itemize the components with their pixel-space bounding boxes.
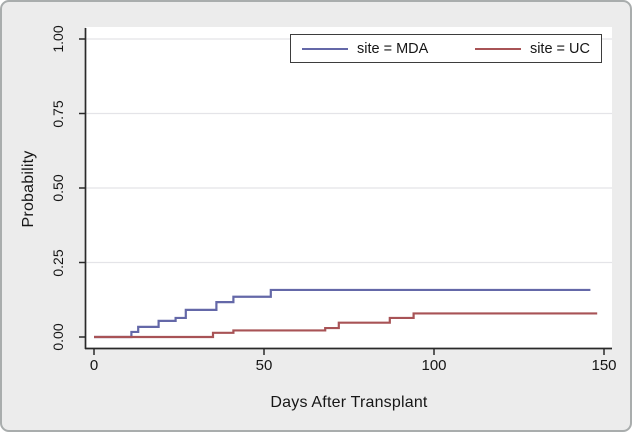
- mda-curve: [94, 288, 591, 339]
- legend-label-mda: site = MDA: [357, 40, 429, 57]
- y-tick-label: 0.00: [50, 323, 66, 351]
- x-tick-label: 150: [591, 357, 617, 374]
- uc-curve: [94, 312, 598, 339]
- y-tick-label: 0.50: [50, 174, 66, 202]
- y-tick-label: 0.25: [50, 248, 66, 277]
- legend: site = MDA site = UC: [290, 34, 602, 63]
- x-tick-label: 100: [421, 357, 447, 374]
- mda-line-swatch: [302, 47, 348, 50]
- x-tick-label: 0: [89, 357, 99, 374]
- uc-line-swatch: [474, 47, 521, 50]
- y-axis-title: Probability: [20, 150, 37, 228]
- y-tick-label: 0.75: [50, 99, 66, 128]
- legend-entry-mda: site = MDA: [302, 41, 428, 57]
- x-axis-title: Days After Transplant: [270, 394, 428, 411]
- x-tick-label: 50: [255, 357, 273, 374]
- y-tick-label: 1.00: [50, 25, 66, 53]
- legend-entry-uc: site = UC: [474, 40, 590, 57]
- legend-label-uc: site = UC: [529, 40, 590, 57]
